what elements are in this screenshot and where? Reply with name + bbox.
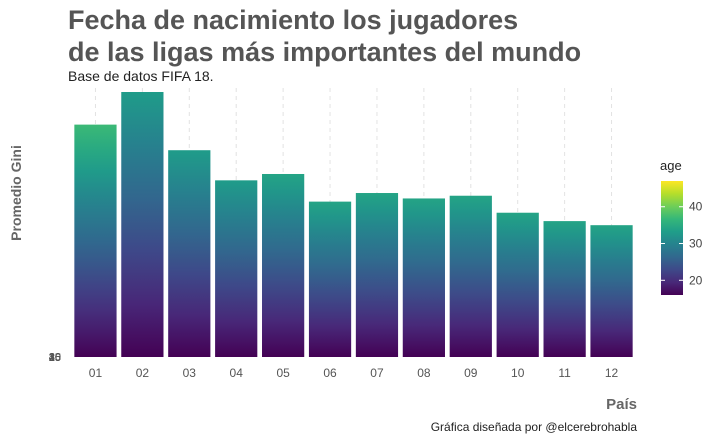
y-tick-label: 30 — [49, 352, 61, 364]
bar-02 — [121, 92, 164, 357]
bar-06 — [308, 201, 352, 357]
x-tick-label: 05 — [276, 366, 290, 380]
bar-04 — [215, 180, 258, 357]
y-tick-label: 35 — [49, 352, 61, 364]
bar-09 — [449, 195, 492, 357]
chart-caption: Gráfica diseñada por @elcerebrohabla — [430, 420, 637, 434]
chart-subtitle: Base de datos FIFA 18. — [68, 68, 214, 84]
legend-title: age — [660, 158, 682, 173]
bar-01 — [74, 124, 117, 357]
x-tick-label: 04 — [230, 366, 244, 380]
y-tick-label: 25 — [49, 352, 61, 364]
chart-title: Fecha de nacimiento los jugadores de las… — [68, 4, 668, 68]
y-tick-label: 40 — [49, 352, 61, 364]
x-tick-label: 09 — [464, 366, 478, 380]
bar-03 — [168, 150, 211, 357]
chart-title-line-1: Fecha de nacimiento los jugadores — [68, 5, 519, 35]
bar-08 — [402, 198, 445, 357]
x-tick-label: 06 — [323, 366, 337, 380]
x-tick-label: 12 — [605, 366, 619, 380]
x-axis-label: País — [606, 396, 637, 413]
x-tick-label: 02 — [136, 366, 150, 380]
x-tick-label: 08 — [417, 366, 431, 380]
x-tick-label: 01 — [89, 366, 103, 380]
x-tick-label: 03 — [183, 366, 197, 380]
x-tick-label: 07 — [370, 366, 384, 380]
legend-tick-label: 30 — [689, 237, 703, 251]
bar-10 — [496, 212, 539, 357]
bar-11 — [543, 221, 586, 357]
bar-05 — [262, 173, 305, 357]
bar-12 — [590, 225, 633, 357]
legend: 20 30 40 — [661, 181, 703, 295]
x-tick-labels: 01 02 03 04 05 06 07 08 09 10 11 12 — [89, 366, 619, 380]
y-tick-label: 20 — [49, 352, 61, 364]
legend-color-bar — [661, 181, 683, 295]
legend-tick-label: 40 — [689, 200, 703, 214]
bars — [74, 92, 633, 357]
y-tick-label: 15 — [49, 352, 61, 364]
bar-07 — [355, 193, 399, 357]
chart-title-line-2: de las ligas más importantes del mundo — [68, 37, 582, 67]
legend-tick-label: 20 — [689, 273, 703, 287]
x-tick-label: 10 — [511, 366, 525, 380]
x-tick-label: 11 — [558, 366, 571, 380]
